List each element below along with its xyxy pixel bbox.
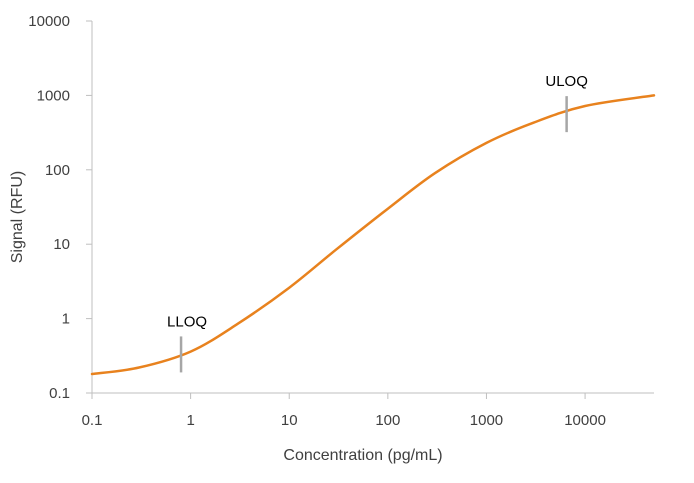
y-tick-label: 1: [62, 311, 70, 328]
y-tick-label: 100: [45, 162, 70, 179]
x-tick-label: 10000: [564, 412, 606, 429]
uloq-label: ULOQ: [545, 73, 588, 90]
y-tick-label: 10: [53, 236, 70, 253]
x-tick-label: 100: [375, 412, 400, 429]
axes: [91, 21, 654, 394]
y-tick-label: 10000: [28, 13, 70, 30]
x-tick-label: 1000: [470, 412, 503, 429]
x-axis-title: Concentration (pg/mL): [283, 447, 442, 464]
y-axis-ticks: 0.1 1 10 100 1000 10000: [28, 13, 92, 402]
y-tick-label: 0.1: [49, 385, 70, 402]
series-layer: [90, 94, 656, 376]
x-axis-ticks: 0.1 1 10 100 1000 10000: [82, 393, 606, 429]
signal-curve: [90, 94, 656, 376]
annotations: LLOQ ULOQ: [167, 73, 588, 373]
x-tick-label: 1: [186, 412, 194, 429]
x-tick-label: 0.1: [82, 412, 103, 429]
x-tick-label: 10: [281, 412, 298, 429]
lloq-label: LLOQ: [167, 313, 207, 330]
y-tick-label: 1000: [37, 87, 70, 104]
y-axis-title: Signal (RFU): [9, 171, 26, 263]
